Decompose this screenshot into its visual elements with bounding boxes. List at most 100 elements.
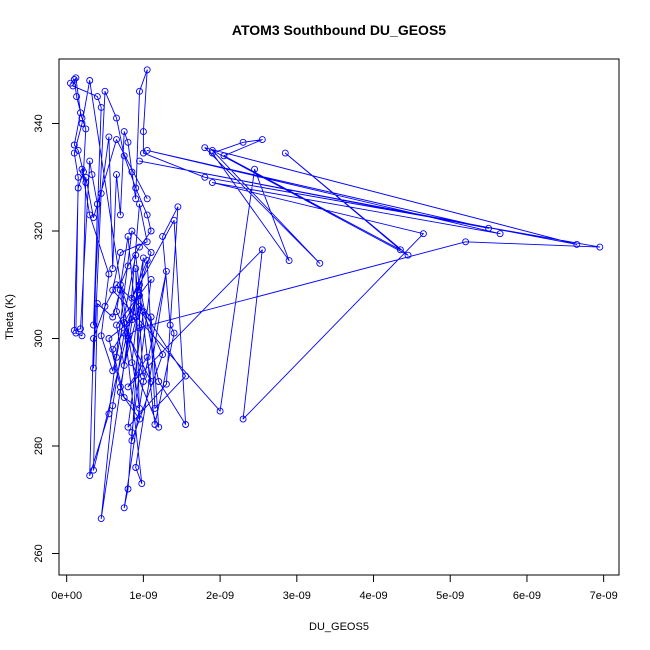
data-point: [201, 173, 209, 181]
data-point: [143, 257, 151, 265]
data-point: [70, 75, 78, 83]
data-point: [69, 82, 77, 90]
data-point: [143, 195, 151, 203]
data-point: [97, 189, 105, 197]
data-point: [201, 144, 209, 152]
data-point: [70, 141, 78, 149]
data-point: [136, 157, 143, 165]
data-point: [239, 415, 247, 423]
x-axis-label: DU_GEOS5: [309, 621, 369, 633]
data-point: [113, 114, 120, 122]
data-point: [82, 125, 90, 133]
data-point: [128, 227, 136, 235]
data-point: [132, 265, 140, 273]
data-point: [97, 103, 105, 111]
data-point: [136, 292, 143, 299]
data-point: [151, 404, 159, 412]
data-point: [136, 415, 143, 423]
data-point: [90, 321, 97, 329]
data-point: [159, 351, 167, 359]
x-axis: 0e+00 1e-09 2e-09 3e-09 4e-09 5e-09 6e-09 7e-09: [51, 575, 618, 602]
x-tick-label: 2e-09: [206, 590, 234, 602]
data-point: [124, 262, 132, 270]
data-point: [170, 329, 178, 337]
data-point: [97, 332, 105, 340]
data-point: [139, 372, 147, 380]
plot-frame: [58, 58, 620, 576]
x-tick-label: 7e-09: [590, 590, 618, 602]
data-point: [93, 200, 101, 208]
data-point: [162, 380, 170, 388]
data-point: [120, 128, 128, 136]
data-point: [74, 173, 82, 181]
data-point: [120, 504, 128, 512]
data-point: [128, 429, 136, 437]
data-point: [120, 318, 128, 326]
x-tick-label: 5e-09: [436, 590, 464, 602]
data-point: [124, 383, 132, 391]
data-point: [136, 200, 143, 208]
data-point: [285, 257, 293, 265]
data-point: [105, 335, 113, 342]
data-point: [396, 246, 404, 254]
data-point: [251, 165, 259, 173]
data-point: [143, 211, 151, 219]
y-tick-label: 340: [33, 114, 45, 132]
data-point: [419, 230, 427, 238]
data-point: [139, 128, 147, 136]
data-point: [136, 243, 143, 251]
data-point: [116, 211, 124, 219]
data-point: [105, 133, 113, 141]
y-tick-label: 280: [33, 437, 45, 455]
data-point: [128, 359, 136, 367]
data-point: [116, 249, 124, 256]
data-point: [143, 66, 151, 74]
data-point: [124, 232, 132, 240]
data-point: [120, 152, 128, 160]
data-point: [281, 149, 289, 157]
data-point: [182, 372, 190, 380]
data-point: [147, 227, 155, 235]
data-point: [90, 364, 97, 372]
data-point: [105, 270, 113, 278]
x-tick-label: 0e+00: [51, 590, 82, 602]
data-point: [78, 165, 86, 173]
data-point: [86, 472, 94, 480]
y-tick-label: 260: [33, 544, 45, 562]
y-tick-label: 320: [33, 222, 45, 240]
data-point: [128, 437, 136, 445]
data-point: [404, 251, 412, 259]
data-point: [124, 485, 132, 493]
data-point: [174, 203, 182, 211]
y-axis: 260 280 300 320 340: [33, 114, 59, 563]
data-point: [86, 157, 94, 165]
series-line: [70, 69, 601, 520]
data-point: [136, 404, 143, 412]
data-point: [124, 335, 132, 342]
data-point: [105, 410, 113, 418]
data-point: [132, 184, 140, 192]
data-point: [113, 308, 120, 316]
data-point: [70, 149, 78, 157]
data-point: [496, 230, 504, 238]
data-point: [116, 281, 124, 289]
data-point: [120, 394, 128, 402]
data-point: [159, 232, 167, 240]
data-point: [143, 353, 151, 361]
y-axis-label: Theta (K): [4, 294, 16, 340]
data-point: [258, 136, 266, 144]
data-point: [113, 321, 120, 329]
data-point: [82, 179, 90, 187]
data-point: [113, 281, 120, 289]
data-point: [116, 286, 124, 294]
x-tick-label: 6e-09: [513, 590, 541, 602]
data-point: [88, 171, 96, 179]
data-point: [109, 286, 117, 294]
data-point: [132, 195, 140, 203]
data-point: [128, 294, 136, 302]
data-point: [143, 146, 151, 154]
data-point: [132, 251, 140, 259]
data-point: [132, 464, 140, 471]
y-tick-label: 300: [33, 329, 45, 347]
data-point: [77, 325, 84, 333]
